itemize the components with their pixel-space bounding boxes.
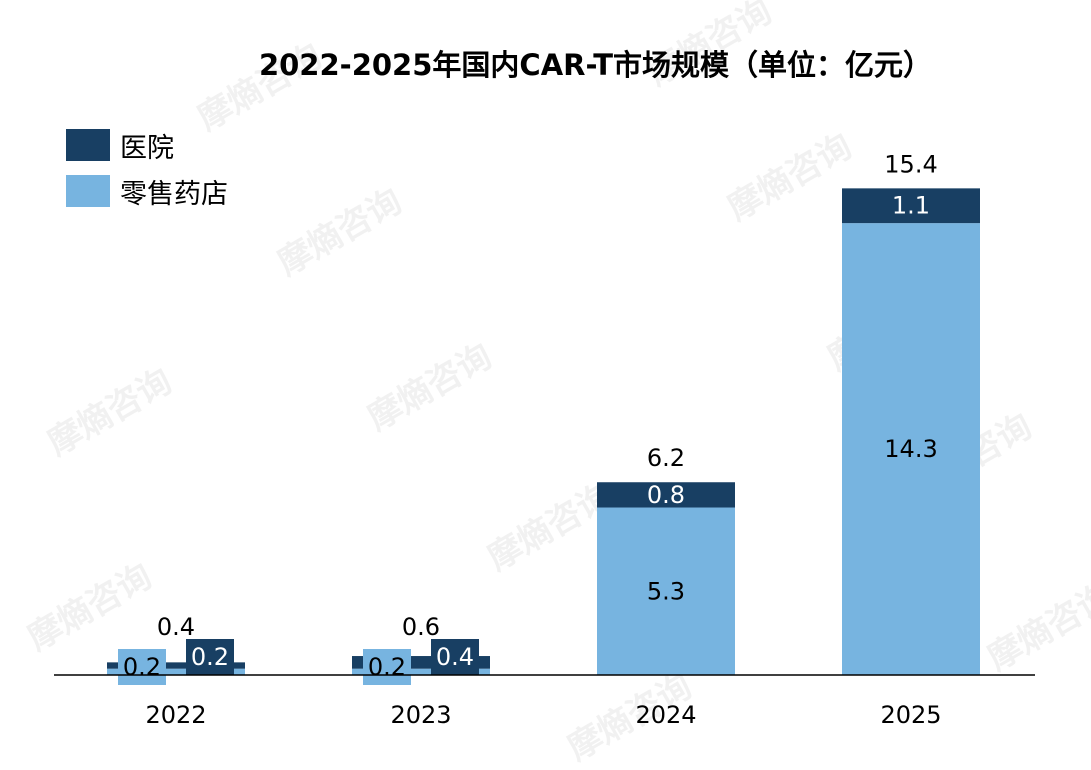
- x-tick-label-2024: 2024: [635, 701, 696, 729]
- data-label-retail-2024: 5.3: [647, 577, 685, 605]
- label-box-hospital-2022: [186, 639, 234, 675]
- bar-hospital-2024: [597, 482, 735, 508]
- total-label-2025: 15.4: [884, 150, 937, 178]
- x-tick-label-2022: 2022: [145, 701, 206, 729]
- data-label-hospital-2022: 0.2: [191, 643, 229, 671]
- legend-item-retail: 零售药店: [66, 175, 228, 210]
- label-box-retail-2022: [118, 649, 166, 685]
- bar-retail-2022: [107, 668, 245, 675]
- legend-swatch-hospital: [66, 129, 110, 161]
- data-label-retail-2025: 14.3: [884, 435, 937, 463]
- data-label-hospital-2024: 0.8: [647, 481, 685, 509]
- bar-retail-2024: [597, 507, 735, 675]
- legend-item-hospital: 医院: [66, 129, 174, 164]
- data-label-retail-2022: 0.2: [123, 653, 161, 681]
- x-tick-label-2023: 2023: [390, 701, 451, 729]
- total-label-2023: 0.6: [402, 613, 440, 641]
- data-label-retail-2023: 0.2: [368, 653, 406, 681]
- legend-label-retail: 零售药店: [120, 178, 228, 210]
- label-box-hospital-2023: [431, 639, 479, 675]
- bar-retail-2023: [352, 668, 490, 675]
- total-label-2024: 6.2: [647, 444, 685, 472]
- total-label-2022: 0.4: [157, 613, 195, 641]
- x-tick-label-2025: 2025: [880, 701, 941, 729]
- legend-label-hospital: 医院: [120, 132, 174, 164]
- bar-hospital-2025: [842, 188, 980, 224]
- bar-retail-2025: [842, 223, 980, 675]
- legend-swatch-retail: [66, 175, 110, 207]
- chart-title: 2022-2025年国内CAR-T市场规模（单位：亿元）: [258, 48, 933, 82]
- bar-hospital-2022: [107, 662, 245, 669]
- label-box-retail-2023: [363, 649, 411, 685]
- data-label-hospital-2025: 1.1: [892, 192, 930, 220]
- data-label-hospital-2023: 0.4: [436, 643, 474, 671]
